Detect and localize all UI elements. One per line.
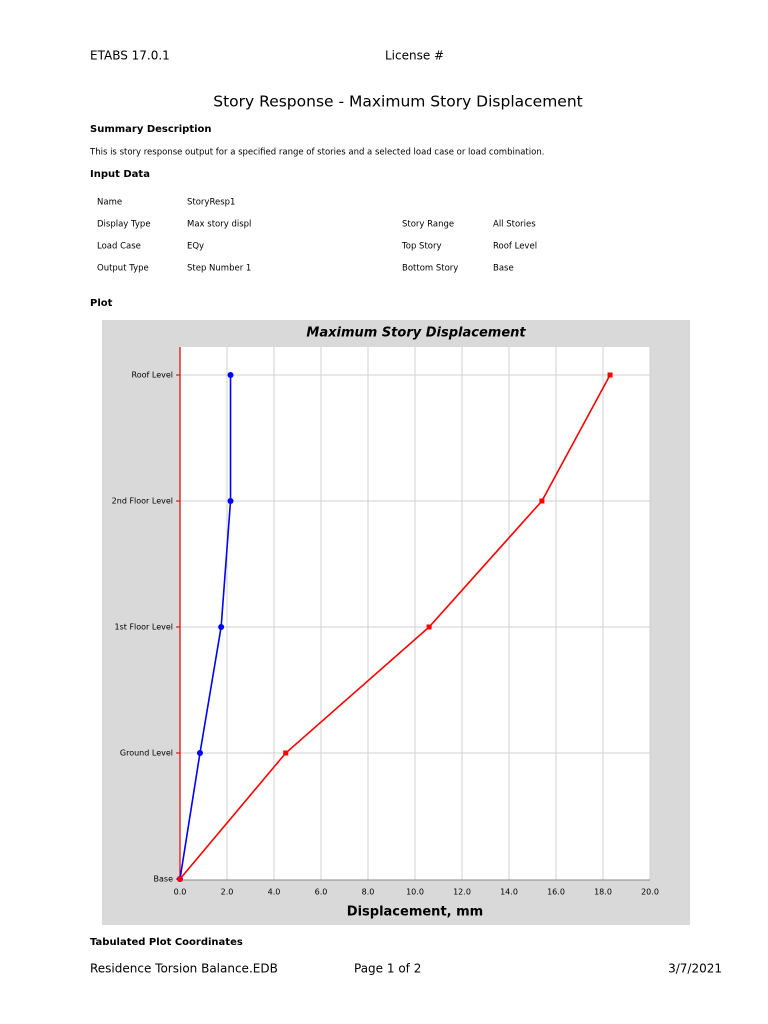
x-tick-label: 0.0: [174, 888, 187, 897]
field-label: Output Type: [97, 264, 149, 274]
chart-title: Maximum Story Displacement: [306, 326, 526, 341]
data-point: [283, 750, 289, 756]
data-point: [426, 624, 432, 630]
field-value: Base: [493, 264, 514, 274]
x-tick-label: 6.0: [315, 888, 328, 897]
data-point: [218, 624, 225, 630]
field-value: Step Number 1: [187, 264, 251, 274]
x-tick-label: 4.0: [268, 888, 281, 897]
data-point: [177, 876, 183, 882]
y-tick-label: 2nd Floor Level: [112, 497, 173, 506]
field-label: Bottom Story: [402, 264, 458, 274]
section-heading: Plot: [90, 298, 113, 309]
data-point: [607, 372, 613, 378]
software: ETABS 17.0.1: [90, 49, 170, 63]
field-value: Max story displ: [187, 220, 251, 230]
y-tick-label: Roof Level: [132, 371, 173, 380]
y-tick-label: 1st Floor Level: [115, 623, 174, 632]
data-point: [539, 498, 545, 504]
data-point: [227, 498, 234, 504]
field-label: Display Type: [97, 220, 151, 230]
x-tick-label: 8.0: [362, 888, 375, 897]
field-label: Name: [97, 198, 122, 208]
field-value: StoryResp1: [187, 198, 235, 208]
field-value: All Stories: [493, 220, 536, 230]
x-tick-label: 20.0: [641, 888, 659, 897]
section-heading: Input Data: [90, 169, 150, 180]
field-label: Story Range: [402, 220, 454, 230]
section-heading: Tabulated Plot Coordinates: [90, 937, 243, 948]
footer-file: Residence Torsion Balance.EDB: [90, 962, 278, 976]
x-tick-label: 14.0: [500, 888, 518, 897]
x-axis-label: Displacement, mm: [347, 905, 483, 920]
section-heading: Summary Description: [90, 124, 212, 135]
field-label: Load Case: [97, 242, 141, 252]
field-value: Roof Level: [493, 242, 537, 252]
x-tick-label: 10.0: [406, 888, 424, 897]
field-value: EQy: [187, 242, 204, 252]
data-point: [196, 750, 203, 756]
page-title: Story Response - Maximum Story Displacem…: [213, 93, 583, 111]
data-point: [227, 372, 234, 378]
x-tick-label: 12.0: [453, 888, 471, 897]
y-tick-label: Base: [154, 875, 174, 884]
summary-text: This is story response output for a spec…: [89, 148, 544, 158]
x-tick-label: 16.0: [547, 888, 565, 897]
footer-date: 3/7/2021: [668, 962, 722, 976]
footer-page: Page 1 of 2: [354, 962, 421, 976]
license: License #: [385, 49, 444, 63]
x-tick-label: 18.0: [594, 888, 612, 897]
x-tick-label: 2.0: [221, 888, 234, 897]
field-label: Top Story: [401, 242, 442, 252]
y-tick-label: Ground Level: [120, 749, 173, 758]
